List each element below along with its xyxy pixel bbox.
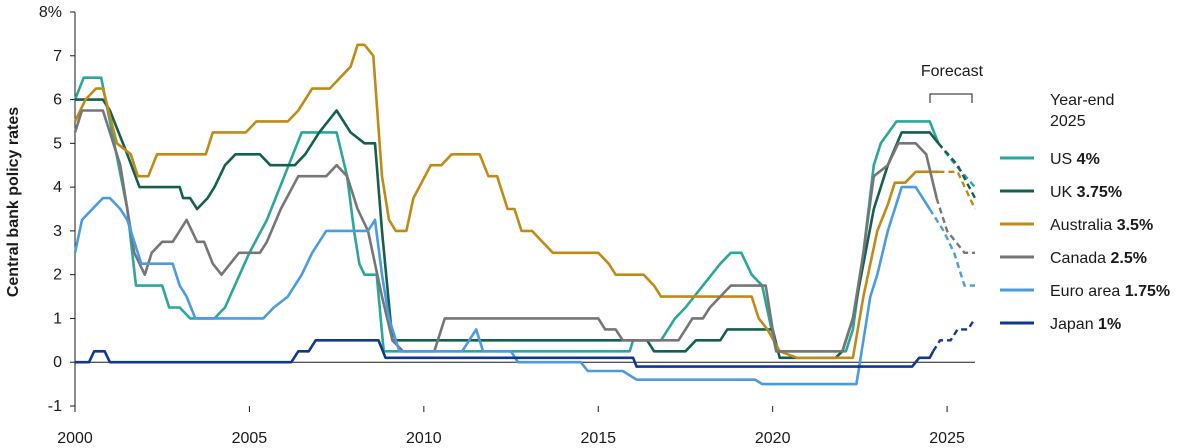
legend-title: 2025 bbox=[1050, 113, 1086, 130]
series-line-us bbox=[73, 76, 940, 353]
y-tick-label: 4 bbox=[53, 179, 62, 196]
x-tick-label: 2025 bbox=[929, 430, 965, 447]
legend-title: Year-end bbox=[1050, 92, 1114, 109]
x-tick-label: 2010 bbox=[406, 430, 442, 447]
legend-series-value: 4% bbox=[1077, 151, 1100, 168]
series-line-japan bbox=[75, 339, 935, 368]
series-line-euro-area bbox=[73, 185, 931, 386]
legend-entry: Australia 3.5% bbox=[1050, 217, 1153, 234]
forecast-bracket bbox=[929, 93, 973, 103]
legend-series-value: 2.5% bbox=[1111, 250, 1147, 267]
legend-series-name: Euro area bbox=[1050, 283, 1125, 300]
y-tick-label: 2 bbox=[53, 267, 62, 284]
y-tick-label: -1 bbox=[48, 398, 62, 415]
forecast-line-uk bbox=[937, 142, 977, 199]
series-line-canada bbox=[73, 109, 938, 353]
legend-series-name: US bbox=[1050, 151, 1077, 168]
x-tick-label: 2000 bbox=[57, 430, 93, 447]
y-tick-label: 5 bbox=[53, 135, 62, 152]
axes: 8% 7 6 5 4 3 2 1 0 -1 2000 2005 2010 2015 2020 2025 bbox=[39, 4, 975, 447]
forecast-line-australia bbox=[938, 170, 977, 210]
legend-entry: UK 3.75% bbox=[1050, 184, 1122, 201]
legend-entry: Euro area 1.75% bbox=[1050, 283, 1170, 300]
y-tick-label: 0 bbox=[53, 354, 62, 371]
legend-series-value: 3.75% bbox=[1077, 184, 1122, 201]
x-tick-label: 2015 bbox=[580, 430, 616, 447]
legend-series-name: Canada bbox=[1050, 250, 1111, 267]
y-tick-label: 3 bbox=[53, 223, 62, 240]
legend-entry: Canada 2.5% bbox=[1050, 250, 1147, 267]
series-lines bbox=[73, 43, 977, 386]
y-tick-label: 6 bbox=[53, 92, 62, 109]
legend-series-value: 1% bbox=[1098, 316, 1121, 333]
forecast-line-japan bbox=[932, 317, 977, 352]
forecast-line-canada bbox=[935, 197, 975, 254]
y-axis-label: Central bank policy rates bbox=[5, 107, 22, 297]
x-tick-label: 2020 bbox=[755, 430, 791, 447]
legend-series-value: 3.5% bbox=[1117, 217, 1153, 234]
legend-series-name: UK bbox=[1050, 184, 1077, 201]
y-tick-label: 1 bbox=[53, 310, 62, 327]
y-tick-label: 8% bbox=[39, 4, 62, 21]
legend-series-name: Japan bbox=[1050, 316, 1098, 333]
forecast-line-euro-area bbox=[928, 208, 975, 287]
legend-entry: US 4% bbox=[1050, 151, 1100, 168]
y-tick-label: 7 bbox=[53, 48, 62, 65]
forecast-label: Forecast bbox=[921, 63, 984, 80]
forecast-line-us bbox=[937, 142, 976, 188]
x-tick-label: 2005 bbox=[232, 430, 268, 447]
legend-series-name: Australia bbox=[1050, 217, 1117, 234]
legend-entry: Japan 1% bbox=[1050, 316, 1121, 333]
legend-series-value: 1.75% bbox=[1125, 283, 1170, 300]
